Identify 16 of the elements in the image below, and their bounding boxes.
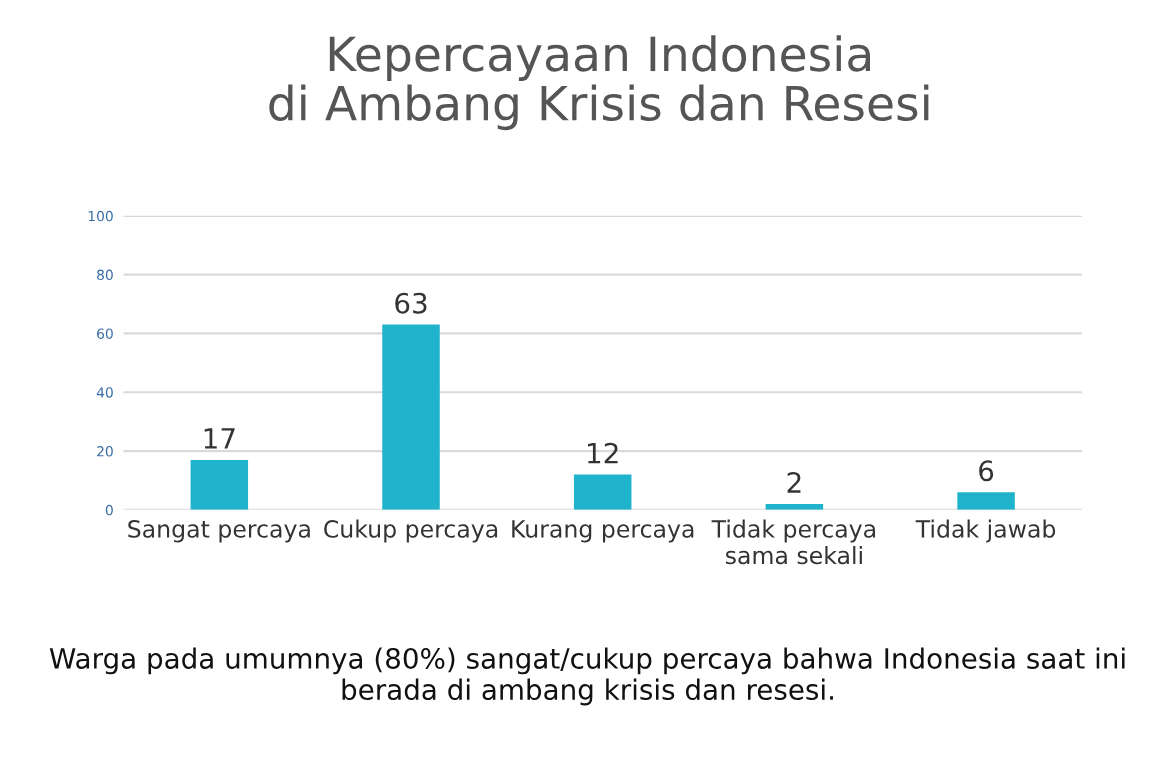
bar [382,324,440,510]
data-label: 12 [588,442,618,464]
x-tick-label: Cukup percaya [324,519,498,543]
x-tick-label: Tidak jawab [915,519,1056,543]
chart-title: Kepercayaan Indonesia di Ambang Krisis dan Resesi [269,35,929,131]
bar [573,474,632,510]
data-label: 2 [787,472,801,493]
data-label: 17 [204,428,235,449]
x-tick-label: Tidak percaya sama sekali [711,519,875,565]
text: Warga pada umumnya (80%) sangat/cukup percaya bahwa Indonesia saat ini berada di ambang krisis dan resesi. [49,647,1125,706]
x-tick-label: Sangat percaya [128,520,310,543]
data-label: 63 [395,292,427,314]
x-tick-label: Kurang percaya [512,520,694,543]
bar [190,459,249,510]
bar [957,492,1015,510]
data-label: 6 [979,460,994,482]
